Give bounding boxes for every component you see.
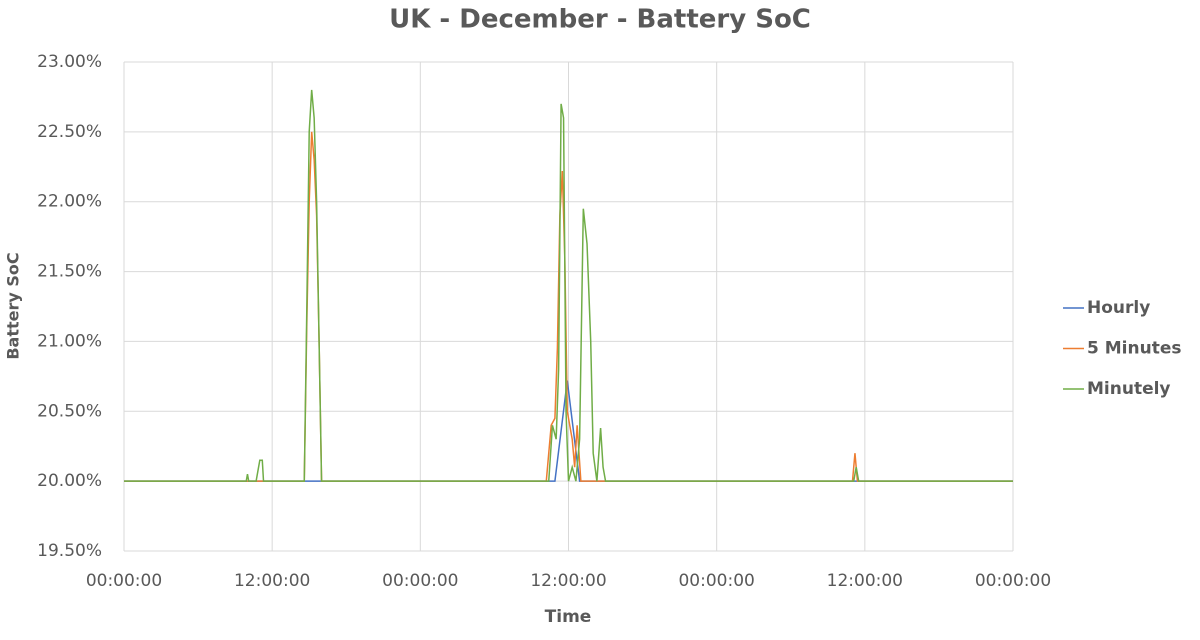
x-axis-label: Time: [545, 607, 592, 627]
legend-label: Minutely: [1087, 379, 1171, 399]
y-axis-label: Battery SoC: [4, 252, 23, 359]
legend-label: 5 Minutes: [1087, 339, 1181, 359]
y-tick-label: 21.00%: [37, 331, 102, 351]
series-line: [124, 89, 1013, 482]
series-line: [124, 131, 1013, 482]
x-tick-label: 00:00:00: [86, 571, 162, 591]
y-tick-label: 23.00%: [37, 52, 102, 72]
y-tick-label: 20.00%: [37, 471, 102, 491]
y-tick-label: 22.50%: [37, 122, 102, 142]
x-tick-label: 00:00:00: [678, 571, 754, 591]
x-tick-label: 00:00:00: [382, 571, 458, 591]
x-tick-label: 12:00:00: [530, 571, 606, 591]
x-tick-label: 12:00:00: [234, 571, 310, 591]
legend-label: Hourly: [1087, 298, 1150, 318]
x-tick-label: 12:00:00: [827, 571, 903, 591]
y-tick-label: 19.50%: [37, 541, 102, 561]
y-tick-label: 21.50%: [37, 262, 102, 282]
chart-title: UK - December - Battery SoC: [389, 5, 811, 35]
y-tick-label: 20.50%: [37, 401, 102, 421]
y-tick-label: 22.00%: [37, 192, 102, 212]
x-tick-label: 00:00:00: [975, 571, 1051, 591]
